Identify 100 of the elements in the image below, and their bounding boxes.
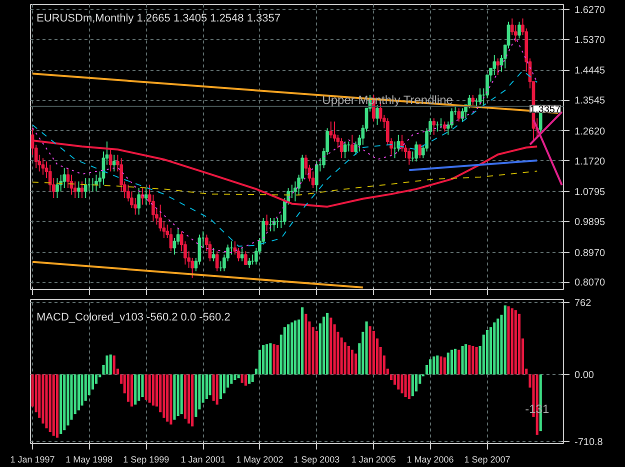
bar: [144, 374, 148, 400]
candlestick: [457, 108, 461, 122]
candlestick: [442, 121, 446, 132]
candlestick: [240, 247, 244, 262]
bar: [475, 346, 478, 374]
bar: [294, 320, 296, 374]
bar: [350, 350, 354, 374]
bar: [109, 354, 112, 374]
candlestick: [414, 141, 418, 162]
bar: [194, 374, 198, 417]
bar: [454, 348, 457, 374]
bar: [162, 374, 166, 418]
candlestick: [244, 250, 248, 266]
bar: [56, 374, 59, 438]
bar: [216, 374, 218, 405]
candlestick: [478, 88, 482, 106]
bar: [251, 374, 254, 382]
bar: [234, 374, 236, 380]
x-tick-label: 1 May 2006: [406, 454, 454, 464]
bar: [269, 343, 272, 374]
candlestick: [169, 227, 173, 252]
bar: [152, 374, 154, 406]
bar: [180, 374, 183, 414]
y-tick-label: 762: [574, 298, 592, 309]
bar: [287, 324, 290, 374]
x-tick-label: 1 Sep 2003: [294, 454, 340, 464]
bar: [45, 374, 48, 428]
bar: [486, 330, 489, 374]
candlestick: [496, 58, 500, 76]
bar: [134, 374, 137, 405]
y-tick-label: 0.9895: [574, 216, 606, 228]
candlestick: [108, 148, 112, 172]
bar: [493, 322, 496, 374]
y-tick-label: 1.6270: [574, 4, 606, 16]
bar: [464, 344, 468, 374]
candlestick: [56, 178, 59, 199]
bar: [237, 374, 240, 378]
bar: [248, 374, 251, 384]
x-tick-label: 1 Jan 2005: [351, 454, 396, 464]
bar: [496, 318, 500, 374]
bar: [301, 307, 304, 374]
candlestick: [215, 250, 219, 272]
bar: [330, 318, 332, 374]
x-tick-label: 1 Sep 2007: [464, 454, 510, 464]
text: EURUSDm,Monthly 1.2665 1.3405 1.2548 1.3357: [36, 12, 280, 24]
bar: [48, 374, 52, 432]
text: MACD_Colored_v103 -560.2 0.0 -560.2: [36, 312, 230, 324]
bar: [432, 356, 436, 374]
bar: [272, 344, 276, 374]
candlestick: [315, 160, 318, 192]
x-tick-label: 1 May 1998: [66, 454, 113, 464]
bar: [440, 356, 442, 374]
y-tick-label: 1.3545: [574, 96, 606, 107]
candlestick: [432, 118, 436, 136]
candlestick: [144, 188, 148, 206]
candlestick: [329, 121, 333, 139]
x-tick-label: 1 May 2002: [236, 454, 284, 464]
y-tick-label: 0.8070: [574, 278, 606, 289]
bar: [507, 306, 510, 374]
y-tick-label: 0.00: [574, 370, 594, 381]
bar: [450, 350, 454, 374]
candlestick: [77, 180, 80, 199]
candlestick: [468, 94, 472, 109]
bar: [443, 357, 446, 374]
bar: [428, 359, 432, 374]
candlestick: [518, 21, 521, 39]
bar: [468, 345, 471, 374]
bar: [106, 355, 108, 374]
bar: [244, 374, 247, 386]
bar: [436, 355, 439, 374]
bar: [130, 374, 134, 407]
bar: [205, 374, 208, 399]
bar: [188, 374, 190, 424]
x-tick-label: 1 Sep 1999: [123, 454, 170, 464]
bar: [347, 346, 350, 374]
bar: [208, 374, 212, 396]
candlestick: [471, 94, 475, 106]
bar: [141, 374, 144, 398]
bar: [219, 374, 222, 399]
bar: [458, 350, 460, 374]
y-tick-label: 1.2620: [574, 126, 606, 138]
bar: [63, 374, 66, 430]
bar: [368, 326, 372, 374]
bar: [472, 346, 474, 374]
candlestick: [265, 214, 268, 232]
candlestick: [80, 180, 84, 199]
bar: [176, 374, 180, 416]
x-tick-label: 1 Jan 1997: [10, 454, 55, 464]
bar: [322, 316, 326, 374]
bar: [283, 327, 286, 374]
bar: [304, 314, 308, 374]
bar: [166, 374, 169, 422]
candlestick: [350, 134, 354, 152]
y-tick-label: 1.5370: [574, 34, 606, 46]
y-tick-label: -710.8: [574, 437, 604, 448]
bar: [365, 321, 368, 374]
candlestick: [343, 141, 347, 159]
candlestick: [137, 188, 141, 216]
bar: [518, 314, 521, 374]
candlestick: [112, 154, 116, 172]
